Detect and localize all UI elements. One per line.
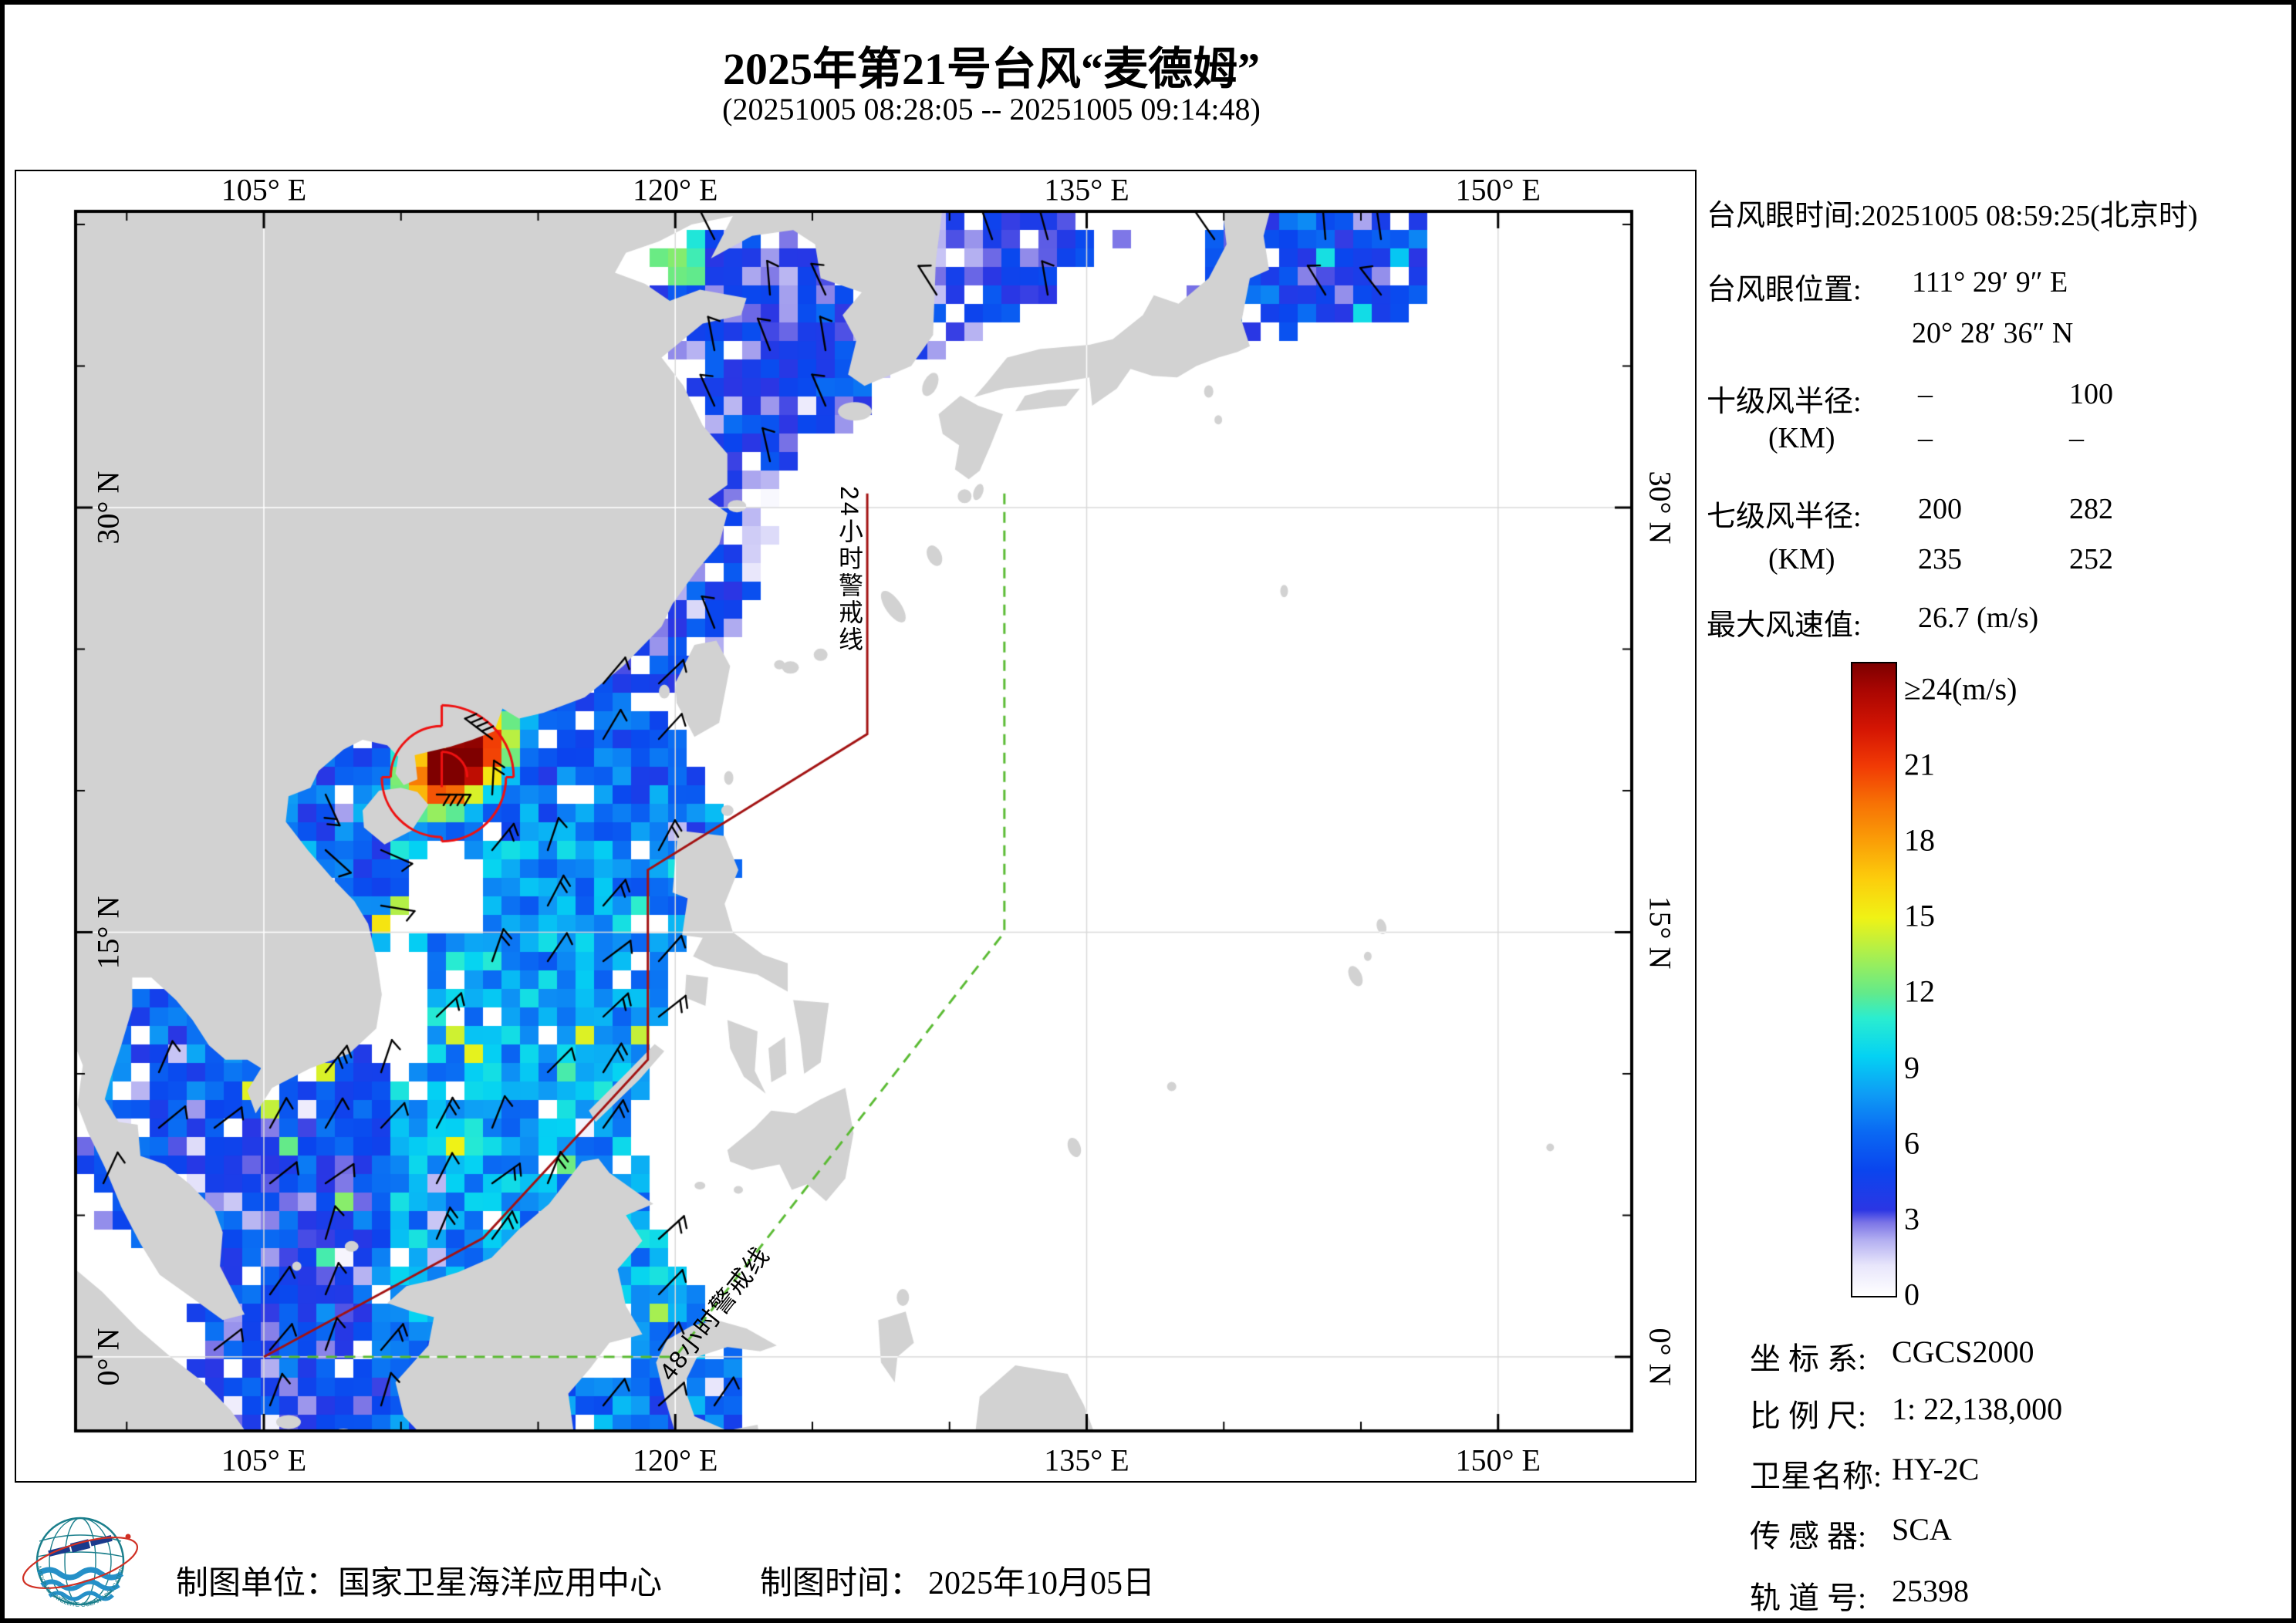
mapping-time-value: 2025年10月05日 <box>928 1566 1156 1601</box>
meta-label: 轨 道 号: <box>1750 1581 1867 1615</box>
meta-label: 卫星名称: <box>1750 1459 1882 1493</box>
logo-orbit-ellipse <box>22 1537 139 1589</box>
x-axis-label-top: 120° E <box>633 172 718 208</box>
meta-value: CGCS2000 <box>1892 1335 2034 1369</box>
r7-value-1: 200 <box>1918 493 1962 525</box>
r7-value-2: 282 <box>2069 493 2113 525</box>
y-axis-label-left: 15° N <box>90 896 126 969</box>
meta-value: SCA <box>1892 1512 1952 1547</box>
eye-longitude: 111° 29′ 9″ E <box>1912 266 2068 299</box>
meta-label: 坐 标 系: <box>1750 1341 1867 1376</box>
mapping-time-label: 制图时间： <box>760 1566 923 1601</box>
x-axis-label-top: 150° E <box>1455 172 1541 208</box>
colorbar-tick-label: 21 <box>1904 747 1935 782</box>
r10-unit: (KM) <box>1768 422 1835 454</box>
colorbar-tick-label: 6 <box>1904 1125 1920 1161</box>
y-axis-label-left: 0° N <box>90 1328 126 1386</box>
meta-value: 1: 22,138,000 <box>1892 1392 2063 1426</box>
logo-wave-1 <box>36 1567 124 1581</box>
r7-value-4: 252 <box>2069 543 2113 575</box>
meta-value: HY-2C <box>1892 1452 1980 1486</box>
eye-position-label: 台风眼位置: <box>1707 274 1862 306</box>
x-axis-label-top: 135° E <box>1044 172 1129 208</box>
vmax-label: 最大风速值: <box>1707 609 1862 642</box>
colorbar-top-label: ≥24(m/s) <box>1904 671 2017 707</box>
colorbar-tick-label: 3 <box>1904 1201 1920 1237</box>
y-axis-label-right: 15° N <box>1643 896 1678 969</box>
y-axis-label-right: 30° N <box>1643 471 1678 545</box>
eye-latitude: 20° 28′ 36″ N <box>1912 317 2074 349</box>
colorbar-tick-label: 12 <box>1904 973 1935 1009</box>
r10-value-4: – <box>2069 422 2084 454</box>
r10-label: 十级风半径: <box>1707 386 1862 418</box>
x-axis-label-bottom: 120° E <box>633 1442 718 1478</box>
r7-value-3: 235 <box>1918 543 1962 575</box>
colorbar-tick-label: 15 <box>1904 898 1935 933</box>
meta-label: 比 例 尺: <box>1750 1399 1867 1433</box>
meta-label: 传 感 器: <box>1750 1519 1867 1554</box>
y-axis-label-left: 30° N <box>90 471 126 545</box>
vmax-value: 26.7 (m/s) <box>1918 602 2039 634</box>
colorbar-tick-label: 9 <box>1904 1050 1920 1085</box>
colorbar-tick-label: 18 <box>1904 822 1935 858</box>
eye-time: 台风眼时间:20251005 08:59:25(北京时) <box>1707 200 2198 232</box>
r10-value-1: – <box>1918 378 1933 410</box>
x-axis-label-bottom: 105° E <box>221 1442 307 1478</box>
colorbar-tick-label: 0 <box>1904 1277 1920 1312</box>
meta-value: 25398 <box>1892 1574 1969 1608</box>
figure-frame <box>15 170 1697 1483</box>
warning-line-24h-label: 24小时警戒线 <box>836 486 863 653</box>
mapping-organization: 制图单位：国家卫星海洋应用中心 <box>176 1566 663 1601</box>
r7-label: 七级风半径: <box>1707 501 1862 533</box>
x-axis-label-top: 105° E <box>221 172 307 208</box>
r7-unit: (KM) <box>1768 543 1835 575</box>
x-axis-label-bottom: 150° E <box>1455 1442 1541 1478</box>
y-axis-label-right: 0° N <box>1643 1328 1678 1386</box>
r10-value-3: – <box>1918 422 1933 454</box>
x-axis-label-bottom: 135° E <box>1044 1442 1129 1478</box>
nsoas-logo: NATIONAL SATELLITE OCEAN APPLICATION SER… <box>20 1506 139 1608</box>
page-title: 2025年第21号台风“麦德姆” <box>722 44 1261 94</box>
wind-speed-colorbar <box>1851 662 1897 1297</box>
r10-value-2: 100 <box>2069 378 2113 410</box>
observation-time-range: (20251005 08:28:05 -- 20251005 09:14:48) <box>722 92 1261 127</box>
